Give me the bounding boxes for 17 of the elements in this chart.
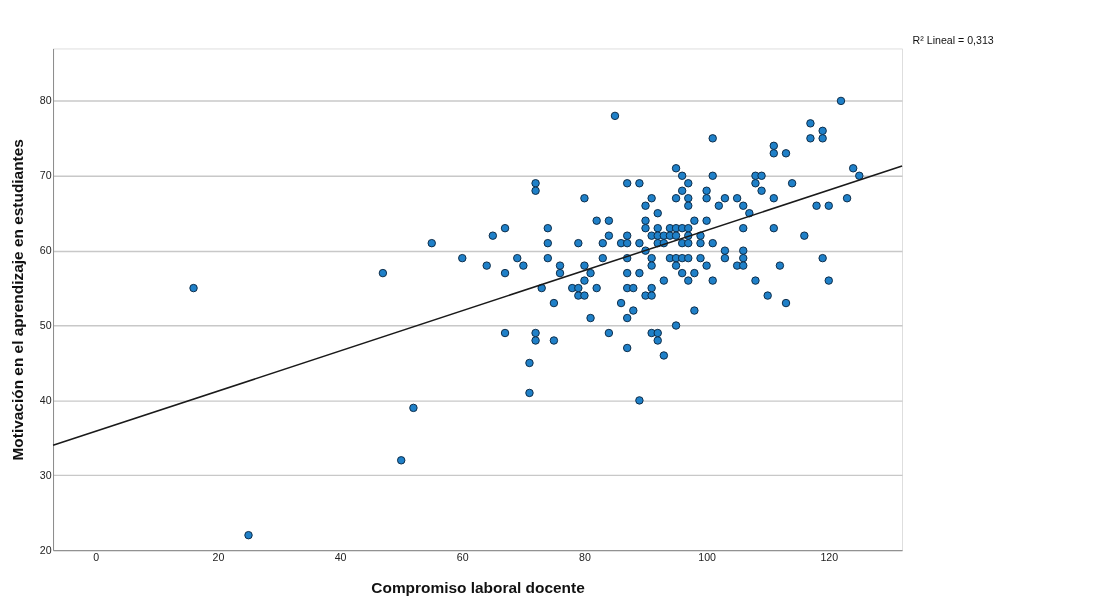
x-tick-label: 20 [212,551,225,564]
y-tick-label: 80 [39,94,52,107]
x-tick-label: 0 [93,551,100,564]
y-tick-label: 60 [39,244,52,257]
x-tick-label: 60 [456,551,469,564]
x-tick-label: 100 [698,551,717,564]
y-tick-label: 70 [39,169,52,182]
y-axis-title: Motivación en el aprendizaje en estudiantes [9,139,27,461]
x-tick-label: 40 [334,551,347,564]
y-tick-label: 30 [39,468,52,481]
y-tick-label: 40 [39,393,52,406]
y-tick-label: 50 [39,318,52,331]
x-tick-label: 120 [820,551,839,564]
x-tick-label: 80 [579,551,591,564]
y-tick-label: 20 [39,543,52,556]
text: R² Lineal = 0,313 [912,33,994,46]
x-axis-title: Compromiso laboral docente [371,579,586,597]
